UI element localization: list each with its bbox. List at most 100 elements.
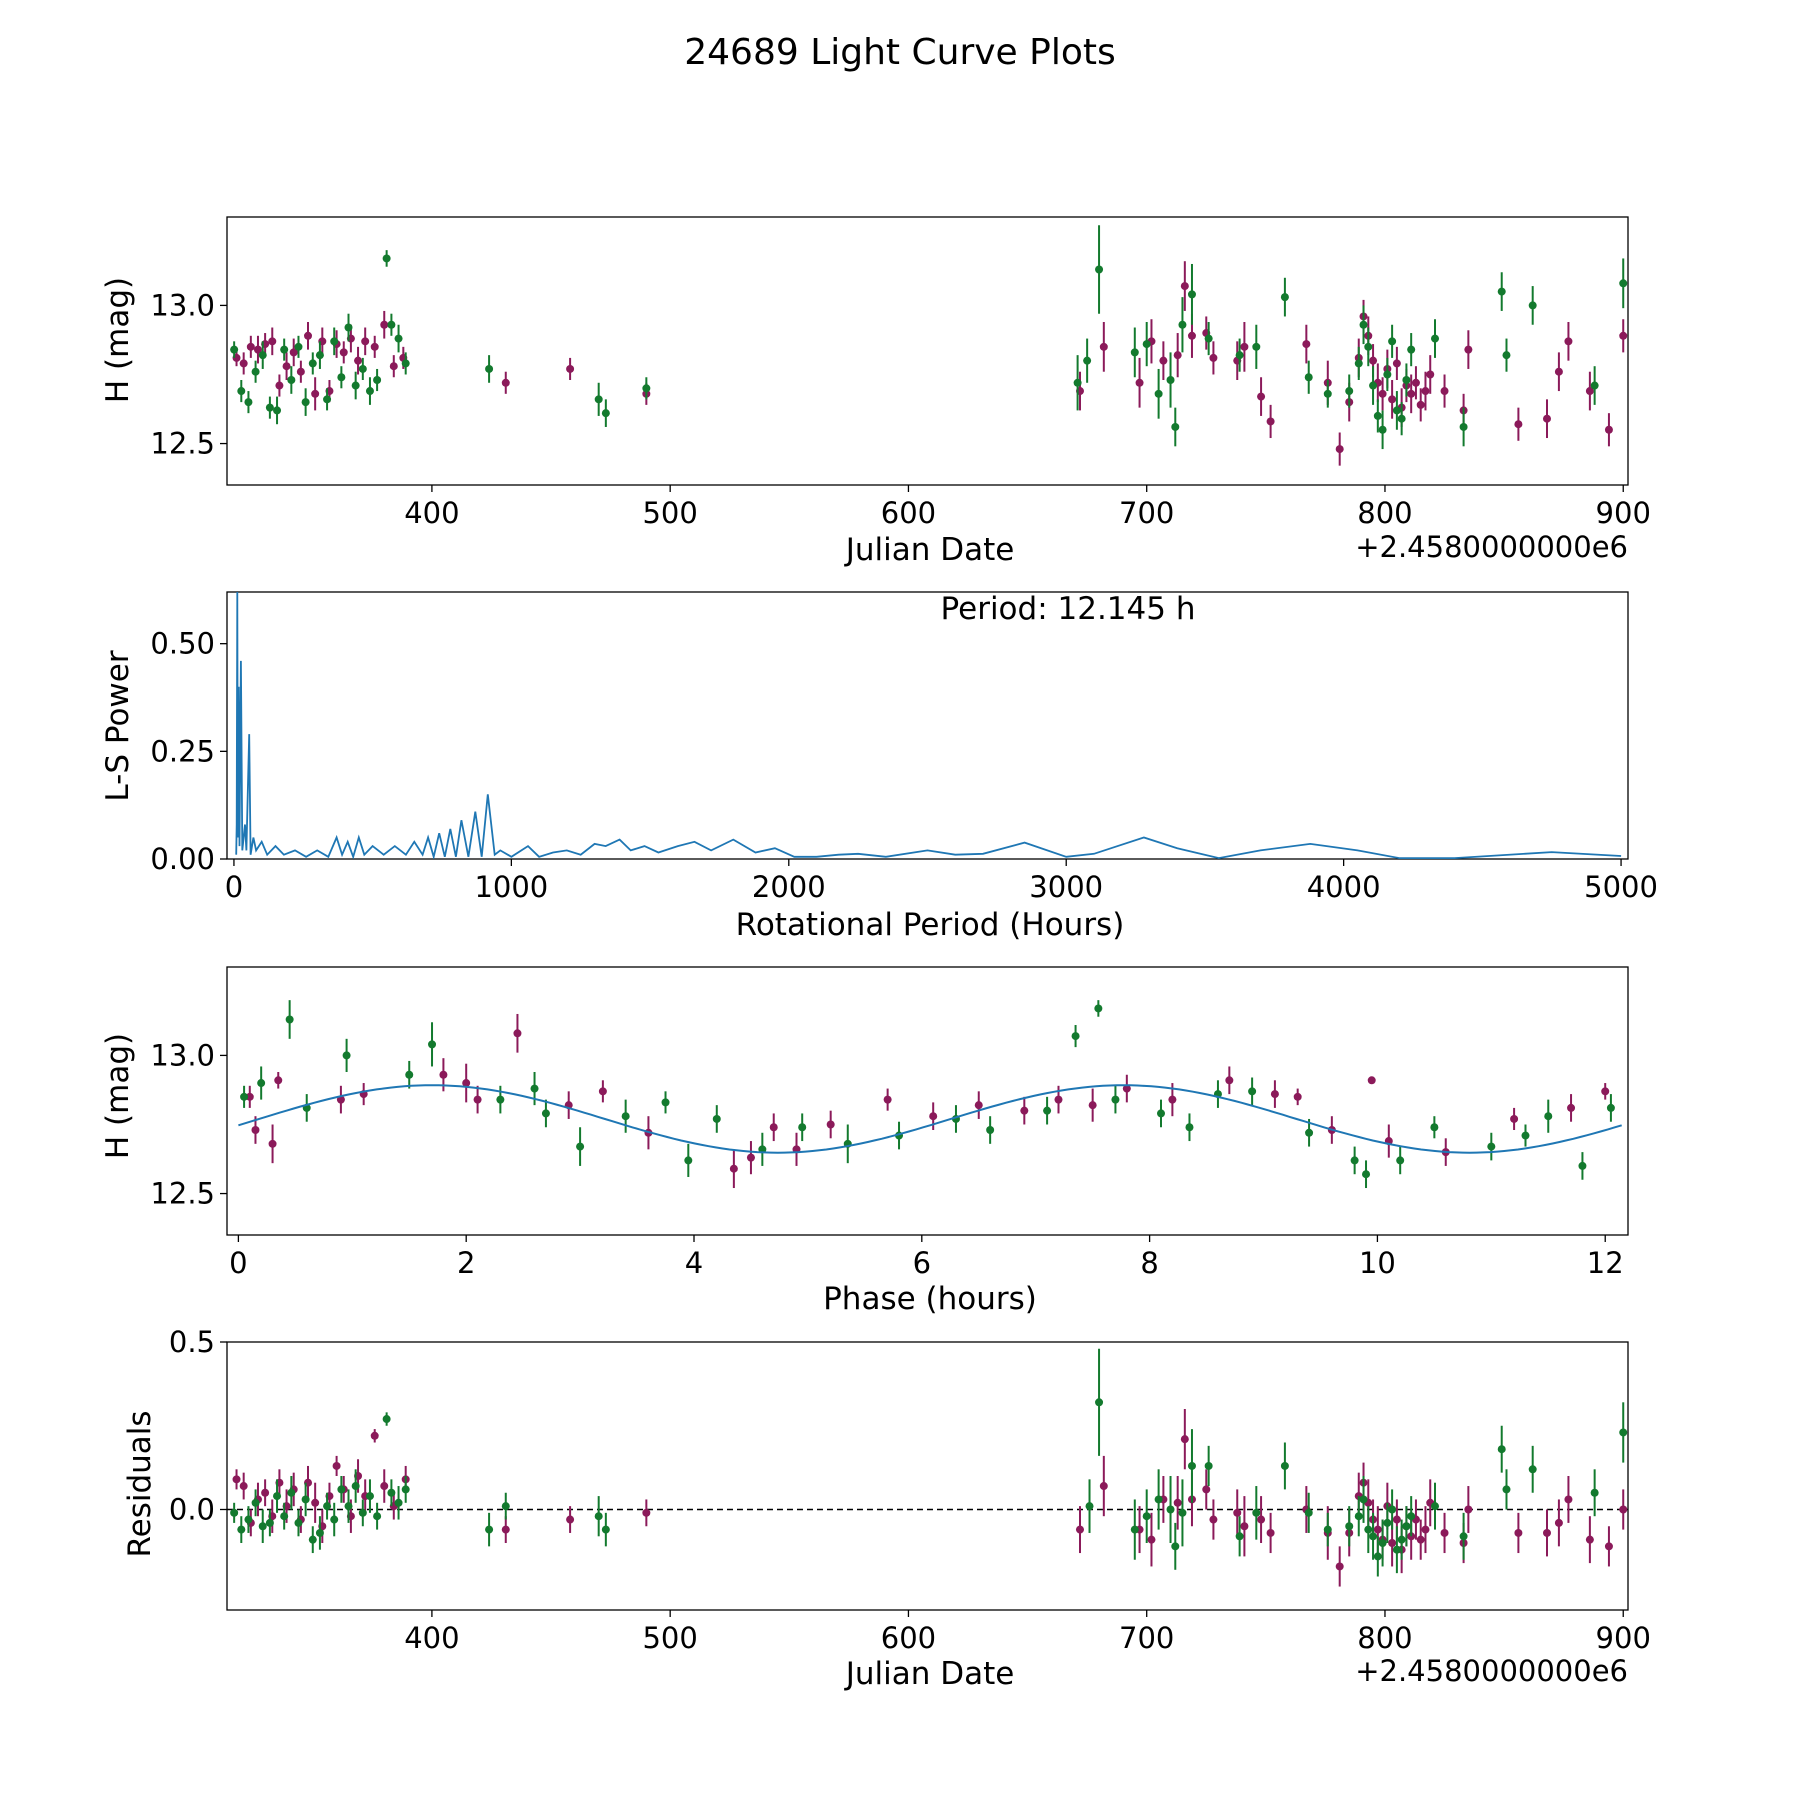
periodogram-ytick-label: 0.50 <box>150 627 215 661</box>
light-curve-point-g <box>1154 389 1163 398</box>
residuals-point-r <box>1099 1482 1108 1491</box>
light-curve-point-g <box>1142 340 1151 349</box>
light-curve-point-g <box>330 337 339 346</box>
light-curve-point-g <box>251 367 260 376</box>
light-curve-point-r <box>354 356 363 365</box>
light-curve-point-r <box>1369 356 1378 365</box>
light-curve-point-r <box>282 362 291 371</box>
light-curve-point-g <box>365 387 374 396</box>
light-curve-point-g <box>1364 342 1373 351</box>
light-curve-point-g <box>1323 389 1332 398</box>
phase-fold-point-r <box>974 1101 983 1110</box>
phase-fold-point-g <box>712 1114 721 1123</box>
phase-fold-xtick-label: 8 <box>1140 1246 1158 1280</box>
phase-fold-point-g <box>1487 1142 1496 1151</box>
light-curve-point-g <box>394 334 403 343</box>
residuals-point-r <box>1440 1528 1449 1537</box>
residuals-point-g <box>1304 1508 1313 1517</box>
light-curve-point-r <box>1378 389 1387 398</box>
residuals-point-r <box>332 1461 341 1470</box>
light-curve-point-r <box>1335 445 1344 454</box>
light-curve-point-r <box>1554 367 1563 376</box>
phase-fold-xtick-label: 12 <box>1587 1246 1624 1280</box>
light-curve-point-g <box>230 345 239 354</box>
periodogram-panel: L-S Power Rotational Period (Hours) Peri… <box>100 591 1658 943</box>
light-curve-point-g <box>1502 351 1511 360</box>
phase-fold-point-r <box>746 1153 755 1162</box>
residuals-point-g <box>1392 1545 1401 1554</box>
phase-fold-point-r <box>598 1087 607 1096</box>
phase-fold-point-g <box>1430 1123 1439 1132</box>
light-curve-point-g <box>301 398 310 407</box>
light-curve-point-r <box>311 389 320 398</box>
phase-fold-point-g <box>1111 1095 1120 1104</box>
residuals-point-r <box>1075 1525 1084 1534</box>
light-curve-panel: H (mag) Julian Date +2.4580000000e6 400 5… <box>100 216 1651 568</box>
residuals-point-g <box>294 1518 303 1527</box>
light-curve-point-g <box>1459 422 1468 431</box>
residuals-point-g <box>1619 1428 1628 1437</box>
light-curve-point-g <box>1130 348 1139 357</box>
phase-fold-point-r <box>1122 1084 1131 1093</box>
residuals-xtick-label: 900 <box>1596 1621 1651 1655</box>
residuals-point-g <box>1187 1461 1196 1470</box>
phase-fold-ytick-label: 13.0 <box>150 1038 215 1072</box>
residuals-point-g <box>280 1512 289 1521</box>
light-curve-point-g <box>358 364 367 373</box>
residuals-point-g <box>1590 1488 1599 1497</box>
light-curve-point-g <box>1383 370 1392 379</box>
residuals-point-g <box>1323 1525 1332 1534</box>
residuals-point-r <box>642 1508 651 1517</box>
residuals-point-g <box>1364 1525 1373 1534</box>
phase-fold-point-r <box>1270 1090 1279 1099</box>
light-curve-point-r <box>1464 345 1473 354</box>
light-curve-point-r <box>1619 331 1628 340</box>
residuals-point-g <box>1166 1505 1175 1514</box>
light-curve-point-r <box>1302 340 1311 349</box>
residuals-point-g <box>1502 1485 1511 1494</box>
light-curve-point-r <box>1411 378 1420 387</box>
light-curve-point-g <box>1590 381 1599 390</box>
residuals-offset-label: +2.4580000000e6 <box>1355 1654 1628 1688</box>
light-curve-point-g <box>273 406 282 415</box>
residuals-point-g <box>1252 1508 1261 1517</box>
light-curve-xtick-label: 900 <box>1596 496 1651 530</box>
light-curve-point-r <box>1135 378 1144 387</box>
figure-title: 24689 Light Curve Plots <box>684 32 1116 73</box>
phase-fold-point-g <box>342 1051 351 1060</box>
light-curve-point-g <box>294 342 303 351</box>
light-curve-point-g <box>1204 334 1213 343</box>
residuals-point-r <box>239 1482 248 1491</box>
residuals-point-g <box>308 1535 317 1544</box>
light-curve-point-g <box>1280 293 1289 302</box>
model-fit-curve <box>238 1084 1622 1154</box>
light-curve-point-r <box>1266 417 1275 426</box>
phase-fold-point-g <box>541 1109 550 1118</box>
phase-fold-point-r <box>1601 1087 1610 1096</box>
phase-fold-point-g <box>1606 1103 1615 1112</box>
residuals-point-g <box>1407 1512 1416 1521</box>
phase-fold-ytick-label: 12.5 <box>150 1177 215 1211</box>
phase-fold-point-g <box>621 1112 630 1121</box>
light-curve-point-g <box>1359 320 1368 329</box>
phase-fold-point-r <box>1367 1076 1376 1085</box>
residuals-ytick-label: 0.5 <box>169 1325 215 1359</box>
residuals-point-r <box>1392 1515 1401 1524</box>
light-curve-point-g <box>382 254 391 263</box>
light-curve-xtick-label: 400 <box>404 496 459 530</box>
residuals-point-g <box>501 1502 510 1511</box>
light-curve-point-g <box>1354 359 1363 368</box>
light-curve-xtick-label: 600 <box>881 496 936 530</box>
light-curve-xtick-label: 700 <box>1119 496 1174 530</box>
light-curve-point-g <box>1431 334 1440 343</box>
phase-fold-xtick-label: 10 <box>1359 1246 1396 1280</box>
phase-fold-point-r <box>1168 1095 1177 1104</box>
residuals-point-g <box>394 1498 403 1507</box>
residuals-point-g <box>373 1512 382 1521</box>
periodogram-xlabel: Rotational Period (Hours) <box>736 907 1125 943</box>
light-curve-xlabel: Julian Date <box>844 532 1015 568</box>
phase-fold-point-r <box>439 1070 448 1079</box>
residuals-point-g <box>1354 1512 1363 1521</box>
light-curve-point-g <box>401 359 410 368</box>
residuals-point-r <box>1233 1508 1242 1517</box>
